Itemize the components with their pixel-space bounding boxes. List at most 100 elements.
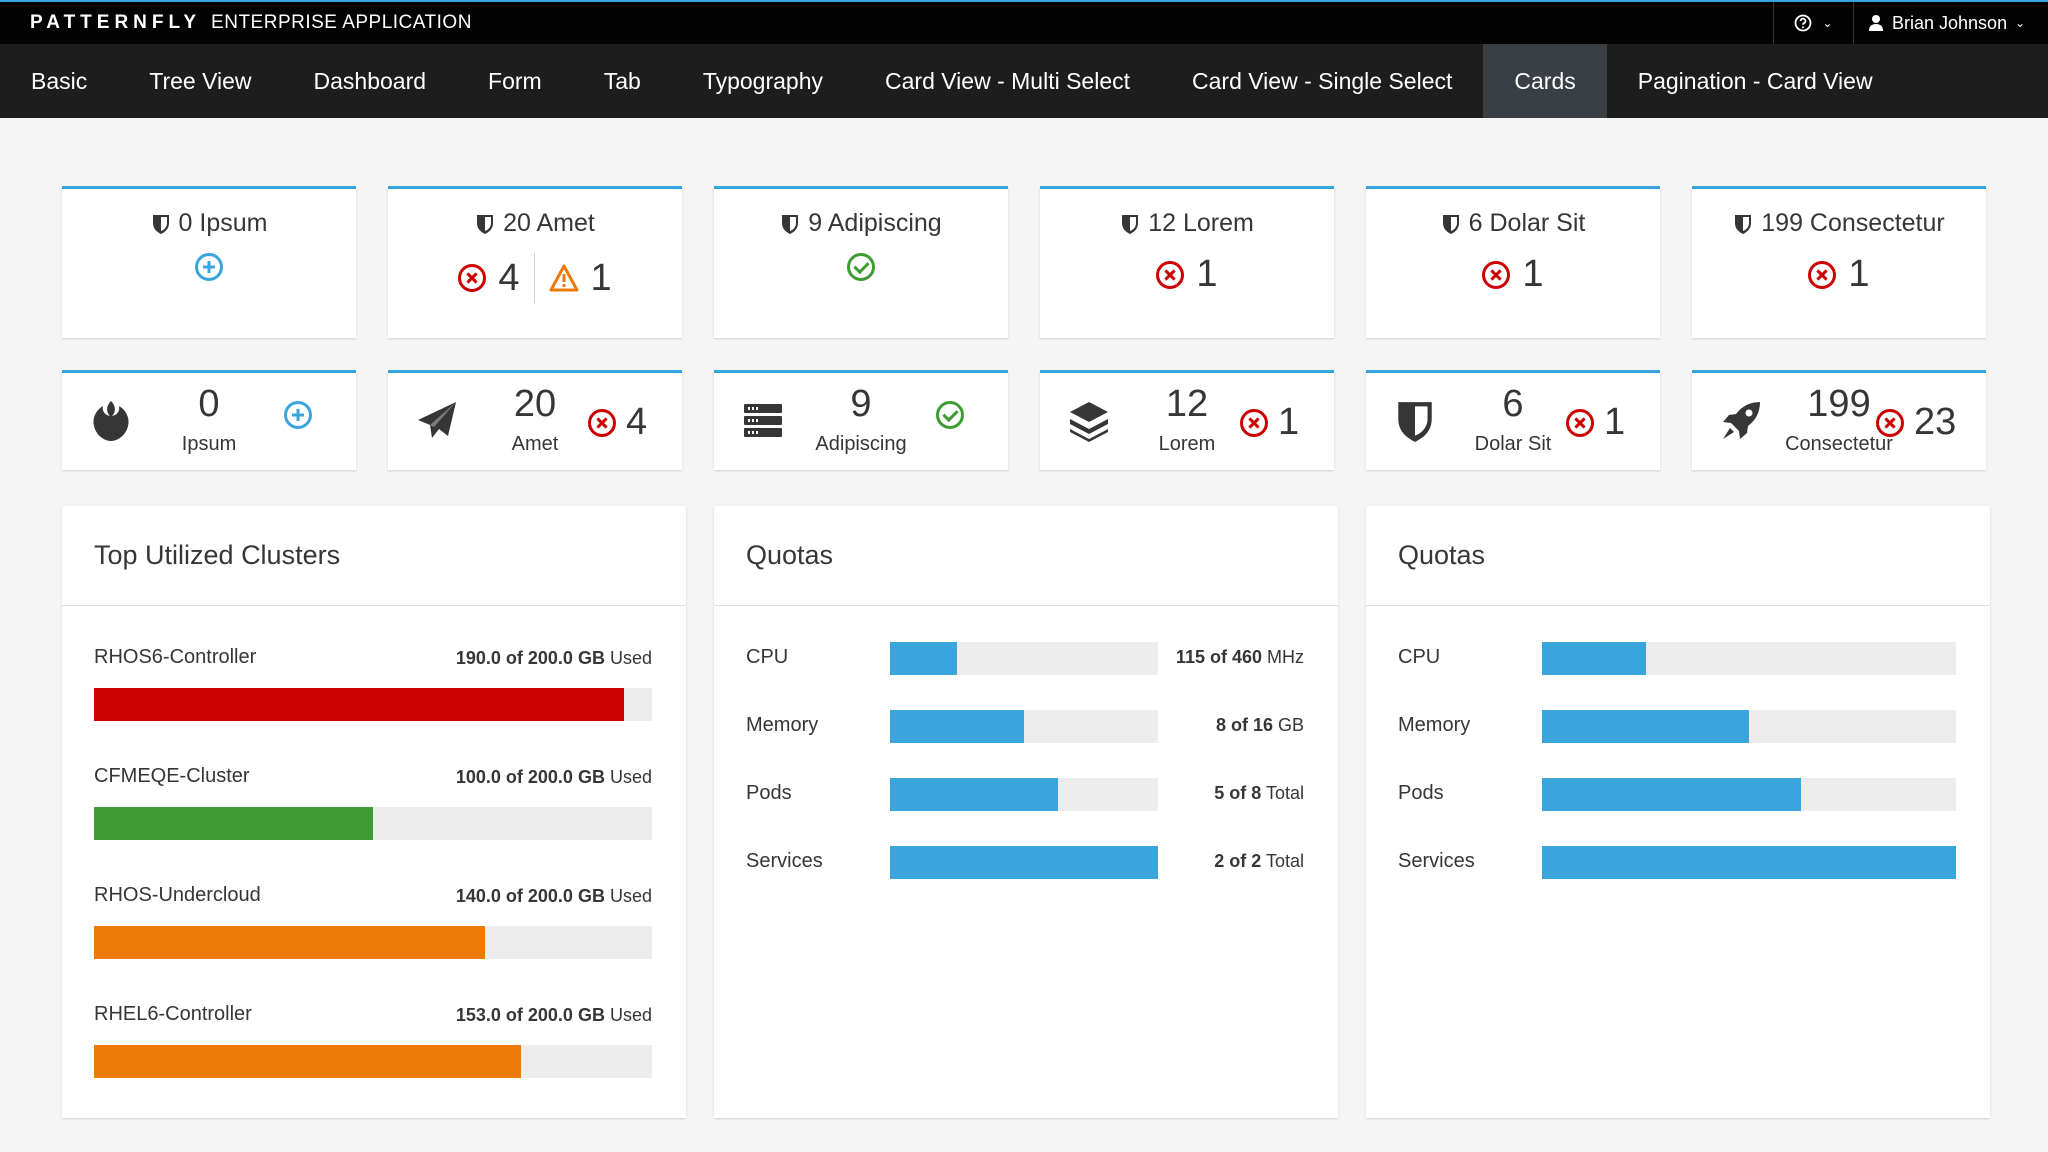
card-title-text: 12 Lorem (1148, 209, 1254, 237)
status-count: 1 (1604, 401, 1626, 443)
nav-item-pagination-card-view[interactable]: Pagination - Card View (1637, 67, 1873, 94)
paper-plane-icon (414, 398, 460, 444)
card-status[interactable]: 23 (1876, 401, 1956, 444)
shield-icon (1733, 213, 1753, 235)
usage-label: 140.0 of 200.0 GB Used (456, 886, 652, 907)
status-item[interactable] (195, 253, 223, 281)
card-count[interactable]: 199 (1807, 383, 1871, 425)
progress-track (890, 642, 1158, 675)
nav-item-card-view-multi-select[interactable]: Card View - Multi Select (885, 67, 1131, 94)
quota-unit: MHz (1267, 647, 1304, 667)
card-title[interactable]: 9 Adipiscing (714, 209, 1008, 238)
card-status: 1 (1366, 253, 1660, 296)
help-icon (1795, 14, 1812, 32)
add-circle-icon[interactable] (284, 401, 312, 429)
error-circle-icon (1876, 408, 1904, 437)
quota-row: Pods (1398, 778, 1956, 811)
progress-fill (890, 846, 1158, 879)
quota-unit: GB (1277, 715, 1304, 735)
card-title[interactable]: 20 Amet (388, 209, 682, 238)
mini-aggregate-card: 0 Ipsum (62, 370, 356, 470)
status-count: 4 (498, 256, 520, 299)
aggregate-status-card: 6 Dolar Sit 1 (1366, 186, 1660, 338)
card-count[interactable]: 20 (513, 383, 557, 425)
ok-icon (847, 253, 875, 281)
shield-icon (1120, 213, 1140, 235)
card-status[interactable] (284, 401, 312, 429)
rocket-icon (1718, 398, 1764, 444)
help-menu[interactable]: ⌄ (1773, 2, 1853, 44)
primary-nav: Basic Tree View Dashboard Form Tab Typography… (0, 44, 2048, 118)
error-circle-icon (1482, 260, 1511, 289)
error-circle-icon (1566, 408, 1594, 437)
nav-item-form[interactable]: Form (488, 67, 542, 94)
add-circle-icon[interactable] (195, 253, 223, 281)
card-title-text: 0 Ipsum (178, 209, 268, 237)
quota-name: Services (1398, 850, 1475, 872)
nav-item-tab[interactable]: Tab (603, 67, 641, 94)
usage-suffix: Used (609, 1005, 652, 1025)
chevron-down-icon: ⌄ (1822, 16, 1833, 30)
status-item[interactable]: 1 (1808, 253, 1870, 296)
card-count[interactable]: 6 (1502, 383, 1524, 425)
user-menu[interactable]: Brian Johnson ⌄ (1853, 2, 2048, 44)
quotas-title-2: Quotas (1366, 506, 1990, 606)
quotas-title: Quotas (714, 506, 1338, 606)
card-title[interactable]: 0 Ipsum (62, 209, 356, 238)
shield-icon (151, 213, 171, 235)
status-item[interactable]: 1 (1482, 253, 1544, 296)
quota-row: Services (1398, 846, 1956, 879)
nav-item-dashboard[interactable]: Dashboard (313, 67, 427, 94)
quota-usage-label: 115 of 460 MHz (1176, 647, 1304, 668)
nav-item-cards[interactable]: Cards (1483, 44, 1607, 118)
cluster-name: RHOS-Undercloud (94, 884, 261, 906)
usage-value: 100.0 of 200.0 GB (455, 767, 605, 787)
card-status[interactable]: 1 (1240, 401, 1299, 444)
quota-name: Pods (1398, 782, 1444, 804)
progress-track (1542, 846, 1956, 879)
progress-fill (1542, 778, 1801, 811)
quota-unit: Total (1265, 851, 1304, 871)
error-circle-icon (1156, 260, 1185, 289)
error-circle-icon (1240, 408, 1268, 437)
card-title[interactable]: 6 Dolar Sit (1366, 209, 1660, 238)
card-title-text: 20 Amet (503, 209, 595, 237)
brand-logo[interactable]: PATTERNFLY ENTERPRISE APPLICATION (30, 12, 472, 34)
status-count: 23 (1914, 401, 1957, 443)
card-status[interactable]: 1 (1566, 401, 1625, 444)
usage-label: 190.0 of 200.0 GB Used (456, 648, 652, 669)
status-item[interactable]: 1 (1156, 253, 1218, 296)
status-item[interactable]: 1 (549, 257, 612, 300)
card-count[interactable]: 0 (198, 383, 220, 425)
usage-label: 100.0 of 200.0 GB Used (456, 767, 652, 788)
progress-track (94, 926, 652, 959)
nav-item-card-view-single-select[interactable]: Card View - Single Select (1192, 67, 1453, 94)
status-count: 1 (1522, 253, 1544, 295)
card-status (714, 253, 1008, 281)
mini-aggregate-card: 20 Amet 4 (388, 370, 682, 470)
nav-item-tree-view[interactable]: Tree View (149, 67, 252, 94)
cluster-name: CFMEQE-Cluster (94, 765, 250, 787)
card-status[interactable]: 4 (588, 401, 647, 444)
status-item[interactable]: 4 (458, 256, 520, 300)
quota-name: Memory (746, 714, 819, 736)
card-title[interactable]: 199 Consectetur (1692, 209, 1986, 238)
nav-item-typography[interactable]: Typography (702, 67, 824, 94)
quota-usage-label: 2 of 2 Total (1214, 851, 1304, 872)
card-count[interactable]: 12 (1165, 383, 1209, 425)
error-circle-icon (458, 264, 487, 292)
nav-item-basic[interactable]: Basic (31, 67, 88, 94)
status-count: 1 (1196, 253, 1218, 295)
card-count[interactable]: 9 (850, 383, 872, 425)
shield-icon (475, 213, 495, 235)
rebel-icon (88, 398, 134, 444)
usage-suffix: Used (609, 886, 652, 906)
quota-row: CPU (1398, 642, 1956, 675)
quota-name: Memory (1398, 714, 1471, 736)
error-circle-icon (1808, 260, 1837, 289)
card-status: 1 (1692, 253, 1986, 296)
card-title[interactable]: 12 Lorem (1040, 209, 1334, 238)
quota-usage-label: 8 of 16 GB (1216, 715, 1304, 736)
mini-aggregate-card: 9 Adipiscing (714, 370, 1008, 470)
card-status: 1 (1040, 253, 1334, 296)
